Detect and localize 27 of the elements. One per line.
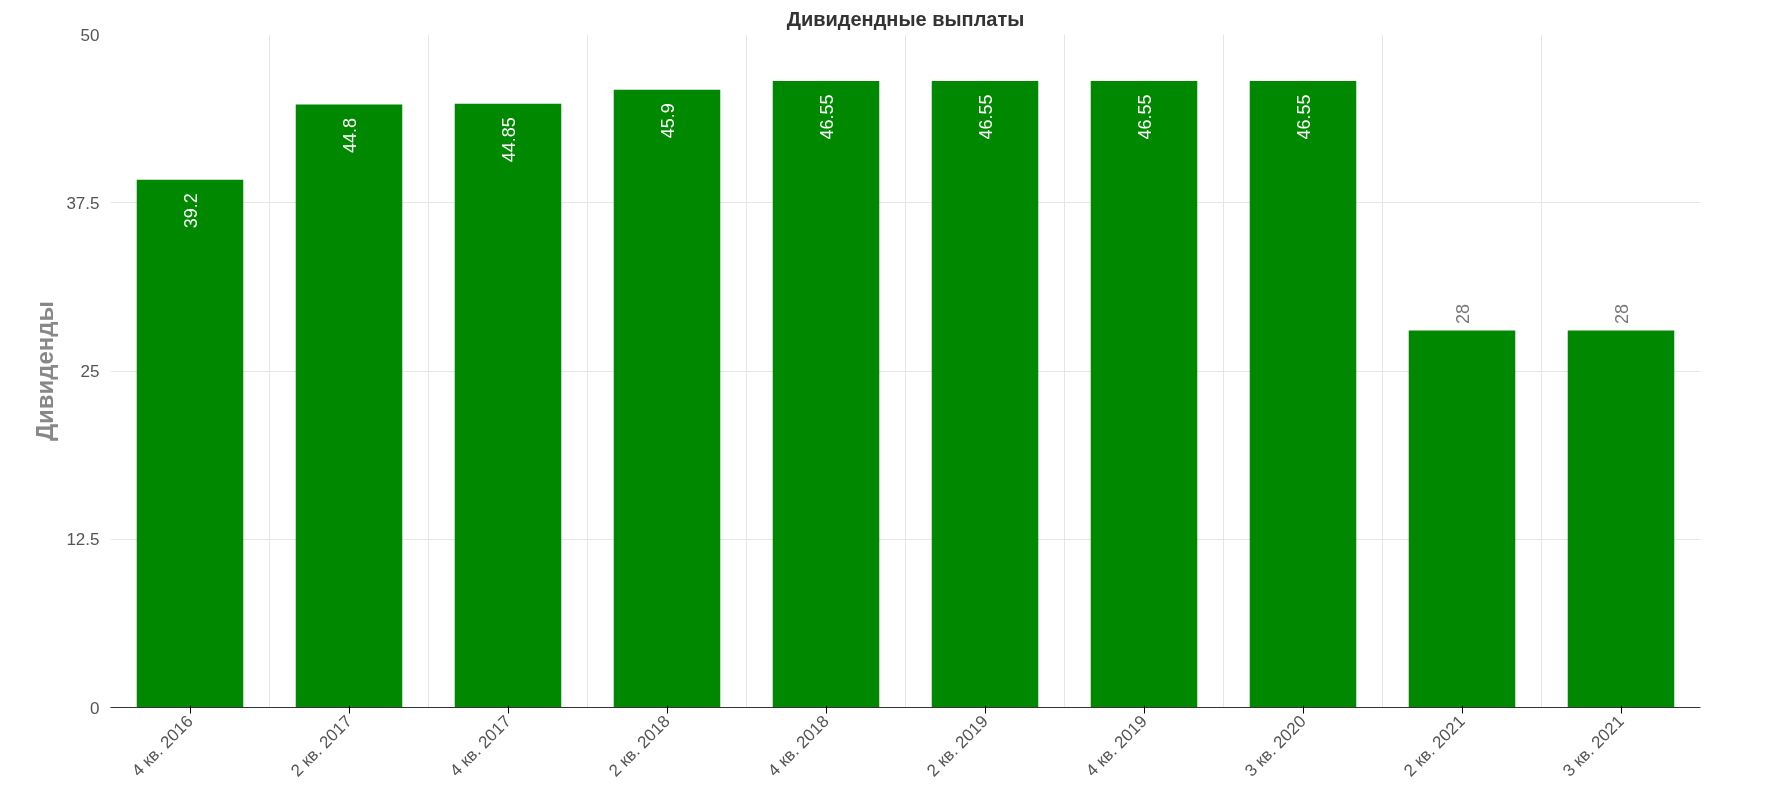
bar — [454, 103, 562, 708]
y-tick-label: 50 — [80, 25, 100, 45]
data-label: 46.55 — [975, 94, 996, 140]
data-label: 46.55 — [1134, 94, 1155, 140]
y-tick-label: 12.5 — [66, 530, 100, 550]
data-label: 28 — [1611, 303, 1632, 324]
bar — [931, 80, 1039, 708]
bar — [1090, 80, 1198, 708]
chart-title: Дивидендные выплаты — [786, 7, 1025, 30]
y-tick-label: 37.5 — [66, 193, 100, 213]
bar — [772, 80, 880, 708]
data-label: 28 — [1452, 303, 1473, 324]
bar — [1567, 330, 1675, 708]
y-tick-label: 0 — [90, 698, 100, 718]
data-label: 39.2 — [180, 193, 201, 229]
bar — [136, 179, 244, 708]
data-label: 44.85 — [498, 117, 519, 163]
y-tick-label: 25 — [80, 362, 100, 381]
data-label: 46.55 — [1293, 94, 1314, 140]
y-axis-title: Дивиденды — [31, 300, 59, 442]
data-label: 45.9 — [657, 103, 678, 139]
bar — [295, 104, 403, 708]
bar — [1408, 330, 1516, 708]
data-label: 46.55 — [816, 94, 837, 140]
data-label: 44.8 — [339, 117, 360, 153]
bar — [613, 89, 721, 708]
bar — [1249, 80, 1357, 708]
